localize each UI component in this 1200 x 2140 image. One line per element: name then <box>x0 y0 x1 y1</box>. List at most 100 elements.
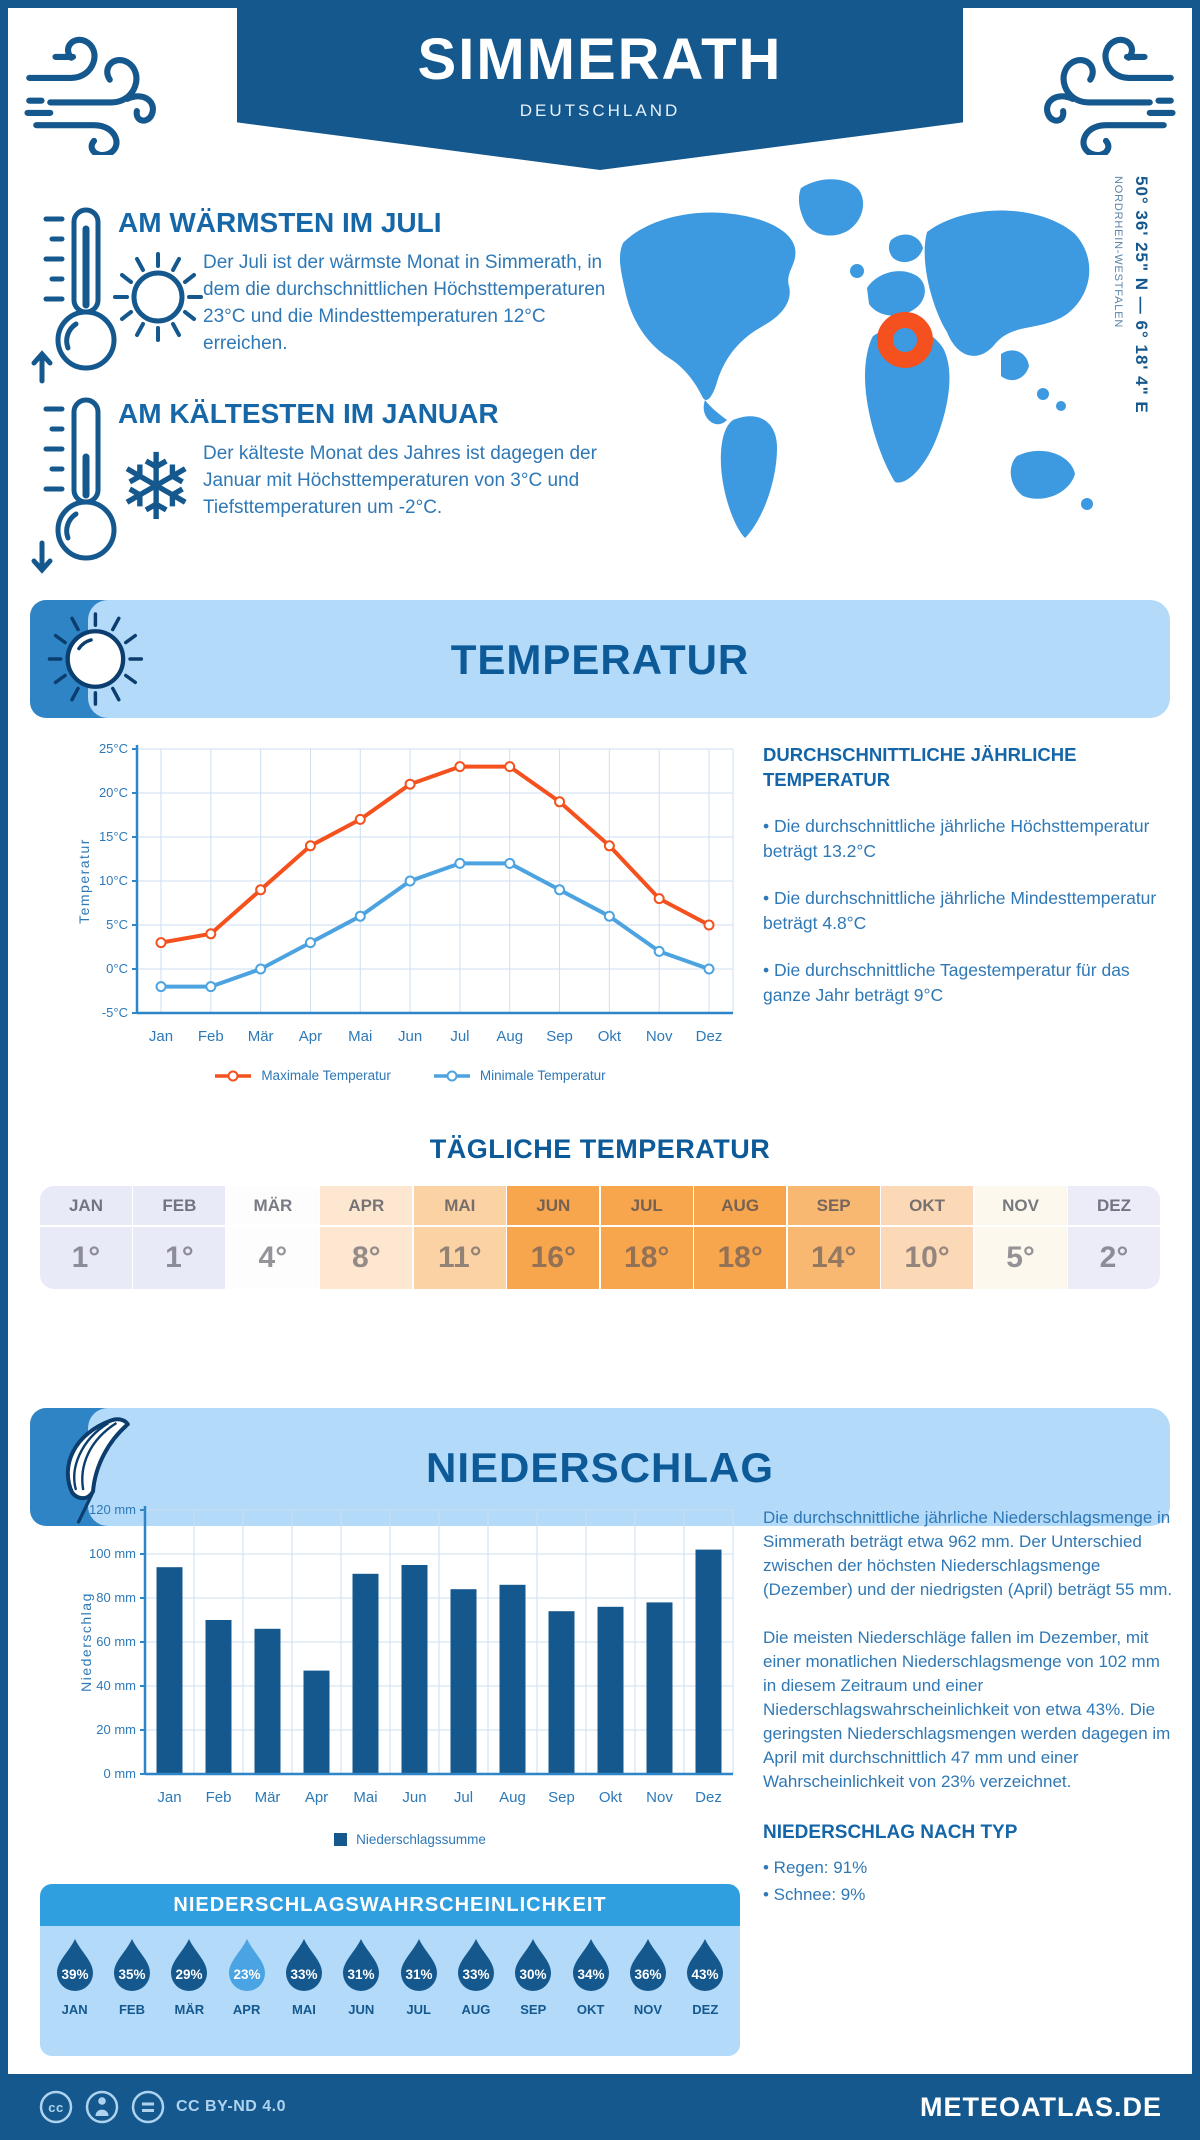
daily-value-cell: 1° <box>133 1227 226 1289</box>
daily-value-cell: 1° <box>40 1227 132 1289</box>
precipitation-section-banner: NIEDERSCHLAG <box>30 1408 1170 1526</box>
footer: cc CC BY-ND 4.0 METEOATLAS.DE <box>0 2074 1200 2140</box>
svg-text:Aug: Aug <box>496 1028 523 1045</box>
y-tick-labels: 0 mm 20 mm 40 mm 60 mm 80 mm 100 mm 120 mm <box>89 1502 136 1781</box>
probability-drop: 33% AUG <box>450 1936 502 2056</box>
svg-text:33%: 33% <box>290 1967 317 1982</box>
temperature-summary: DURCHSCHNITTLICHE JÄHRLICHE TEMPERATUR •… <box>763 742 1170 1008</box>
banner-background <box>88 600 1170 718</box>
y-tick-labels: -5°C 0°C 5°C 10°C 15°C 20°C 25°C <box>99 741 128 1020</box>
temperature-section-title: TEMPERATUR <box>450 636 750 683</box>
svg-text:Apr: Apr <box>299 1028 322 1045</box>
temperature-chart-legend: Maximale Temperatur Minimale Temperatur <box>75 1068 745 1083</box>
svg-text:40 mm: 40 mm <box>96 1678 136 1693</box>
svg-text:Aug: Aug <box>499 1789 526 1806</box>
umbrella-icon <box>65 1417 130 1524</box>
svg-text:Feb: Feb <box>206 1789 232 1806</box>
svg-text:Jun: Jun <box>398 1028 422 1045</box>
probability-month-label: AUG <box>461 2002 491 2017</box>
probability-month-label: FEB <box>118 2002 145 2017</box>
precipitation-chart: 0 mm 20 mm 40 mm 60 mm 80 mm 100 mm 120 mm Jan F… <box>75 1496 745 1846</box>
svg-text:Jan: Jan <box>157 1789 181 1806</box>
daily-values-row: 1° 1° 4° 8° 11° 16° 18° 18° 14° 10° 5° 2° <box>40 1227 1160 1289</box>
page-title: SIMMERATH <box>417 27 783 92</box>
page-subtitle: DEUTSCHLAND <box>519 101 681 120</box>
probability-month-label: JUN <box>348 2002 375 2017</box>
daily-value-cell: 18° <box>694 1227 787 1289</box>
svg-text:23%: 23% <box>233 1967 260 1982</box>
svg-text:31%: 31% <box>348 1967 375 1982</box>
precipitation-text: Die durchschnittliche jährliche Niedersc… <box>763 1506 1175 1908</box>
svg-text:30%: 30% <box>520 1967 547 1982</box>
svg-text:34%: 34% <box>577 1967 604 1982</box>
temperature-bullet: • Die durchschnittliche jährliche Mindes… <box>763 888 1157 933</box>
precipitation-section-title: NIEDERSCHLAG <box>425 1444 775 1491</box>
warmest-text: Der Juli ist der wärmste Monat in Simmer… <box>203 252 606 354</box>
site-name: METEOATLAS.DE <box>920 2091 1162 2122</box>
probability-month-label: OKT <box>576 2002 605 2017</box>
svg-text:Sep: Sep <box>546 1028 573 1045</box>
region-text: NORDRHEIN-WESTFALEN <box>1112 176 1124 329</box>
raindrop-icon: 31% <box>343 1939 380 1991</box>
precipitation-paragraph: Die durchschnittliche jährliche Niedersc… <box>763 1508 1173 1599</box>
probability-month-label: JAN <box>61 2002 88 2017</box>
daily-value-cell: 2° <box>1068 1227 1160 1289</box>
probability-drop: 39% JAN <box>49 1936 101 2056</box>
probability-month-label: JUL <box>406 2002 431 2017</box>
legend-line-marker-icon <box>433 1070 470 1081</box>
svg-text:Mär: Mär <box>255 1789 281 1806</box>
daily-month-cell: MAI <box>413 1186 506 1225</box>
temperature-line-chart-svg: -5°C 0°C 5°C 10°C 15°C 20°C 25°C Jan Feb Mär Apr Ma… <box>76 741 734 1045</box>
svg-text:60 mm: 60 mm <box>96 1634 136 1649</box>
map-marker-ring-icon <box>877 312 933 368</box>
precipitation-bars <box>156 1549 722 1774</box>
probability-drop: 36% NOV <box>622 1936 674 2056</box>
probability-month-label: APR <box>232 2002 261 2017</box>
daily-value-cell: 11° <box>413 1227 506 1289</box>
probability-drop: 35% FEB <box>106 1936 158 2056</box>
probability-drop: 23% APR <box>221 1936 273 2056</box>
raindrop-icon: 29% <box>171 1939 208 1991</box>
probability-drop: 33% MAI <box>278 1936 330 2056</box>
daily-value-cell: 14° <box>787 1227 880 1289</box>
license-block: cc CC BY-ND 4.0 <box>38 2089 286 2125</box>
thermometer-up-sun-icon <box>31 207 203 384</box>
probability-drop: 30% SEP <box>507 1936 559 2056</box>
max-temp-series <box>155 761 715 949</box>
raindrop-icon: 31% <box>400 1939 437 1991</box>
daily-temperature-title: TÄGLICHE TEMPERATUR <box>429 1134 771 1164</box>
probability-drop: 29% MÄR <box>163 1936 215 2056</box>
legend-label: Maximale Temperatur <box>261 1068 391 1083</box>
svg-text:29%: 29% <box>176 1967 203 1982</box>
svg-text:Dez: Dez <box>696 1028 723 1045</box>
daily-month-cell: JUL <box>600 1186 693 1225</box>
svg-text:20°C: 20°C <box>99 785 128 800</box>
svg-text:Okt: Okt <box>599 1789 623 1806</box>
x-tick-labels: Jan Feb Mär Apr Mai Jun Jul Aug Sep Okt Nov Dez <box>149 1028 722 1045</box>
warmest-title: AM WÄRMSTEN IM JULI <box>118 207 442 238</box>
precipitation-probability-box: NIEDERSCHLAGSWAHRSCHEINLICHKEIT 39% JAN 35… <box>40 1884 740 2056</box>
daily-months-row: JAN FEB MÄR APR MAI JUN JUL AUG SEP OKT NOV DEZ <box>40 1186 1160 1225</box>
legend-square-marker-icon <box>334 1833 348 1846</box>
raindrop-icon: 23% <box>228 1939 265 1991</box>
svg-text:❄: ❄ <box>117 434 194 541</box>
svg-text:120 mm: 120 mm <box>89 1502 136 1517</box>
svg-text:Mai: Mai <box>353 1789 377 1806</box>
svg-text:-5°C: -5°C <box>102 1005 128 1020</box>
legend-line-marker-icon <box>215 1070 252 1081</box>
axes <box>135 745 733 1015</box>
daily-month-cell: JUN <box>507 1186 600 1225</box>
coldest-text: Der kälteste Monat des Jahres ist dagege… <box>203 443 597 518</box>
svg-text:Jul: Jul <box>454 1789 473 1806</box>
svg-text:Mai: Mai <box>348 1028 372 1045</box>
probability-drop: 31% JUL <box>393 1936 445 2056</box>
daily-month-cell: JAN <box>40 1186 132 1225</box>
daily-value-cell: 10° <box>881 1227 974 1289</box>
grid-lines <box>145 1509 734 1774</box>
raindrop-icon: 30% <box>515 1939 552 1991</box>
daily-value-cell: 18° <box>600 1227 693 1289</box>
svg-text:Feb: Feb <box>198 1028 224 1045</box>
x-tick-labels: Jan Feb Mär Apr Mai Jun Jul Aug Sep Okt Nov Dez <box>157 1789 721 1806</box>
cc-by-icon <box>85 2090 119 2124</box>
banner-background <box>88 1408 1170 1526</box>
